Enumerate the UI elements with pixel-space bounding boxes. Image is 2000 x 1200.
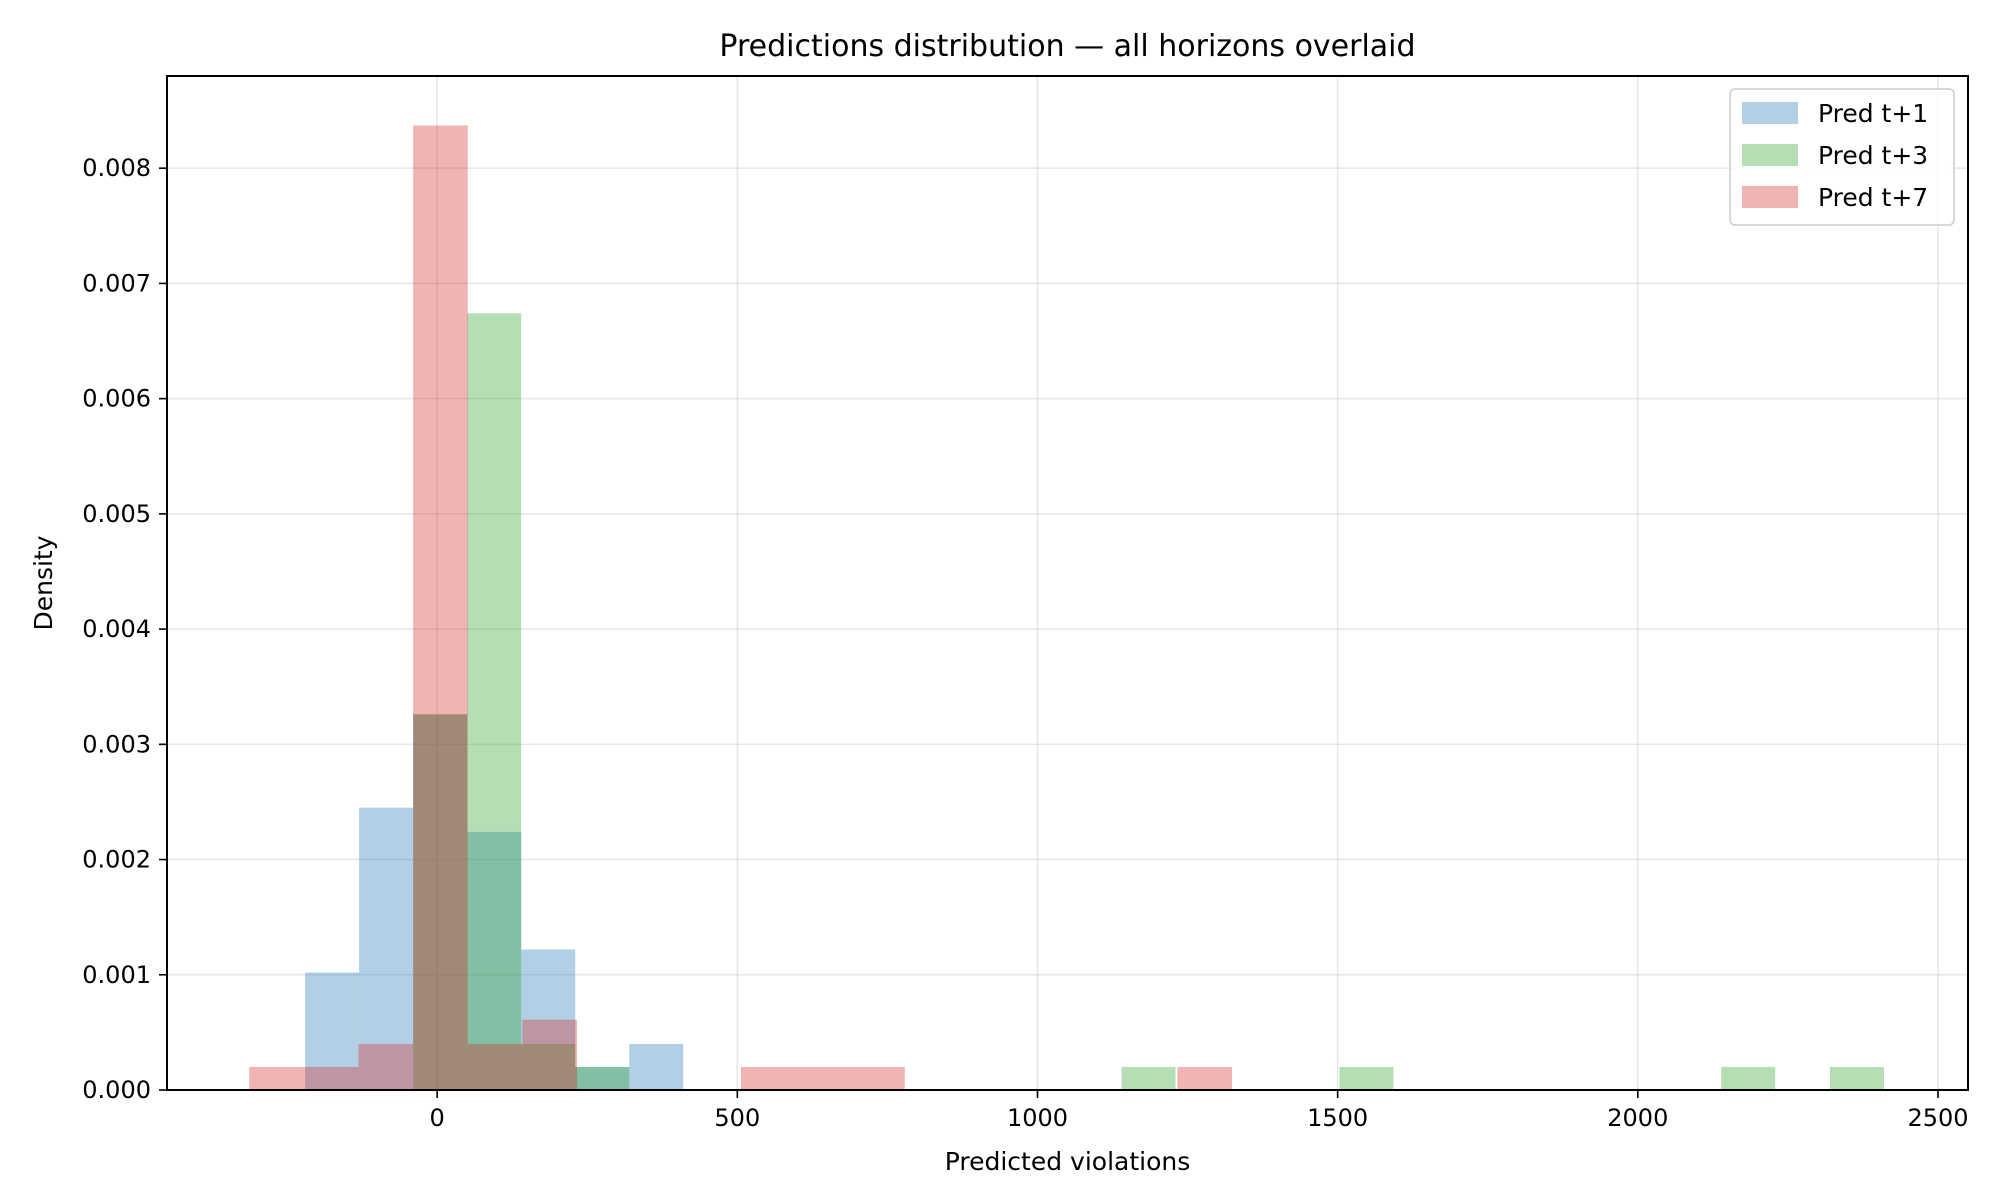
histogram-bar-pred-t-7 xyxy=(740,1066,796,1090)
y-tick-label: 0.003 xyxy=(82,730,151,758)
legend-label: Pred t+7 xyxy=(1818,183,1928,212)
histogram-bar-pred-t-7 xyxy=(249,1066,304,1090)
histogram-bar-pred-t-7 xyxy=(413,125,468,1090)
histogram-bar-pred-t-7 xyxy=(1177,1066,1232,1090)
y-axis-title: Density xyxy=(29,535,58,630)
legend-label: Pred t+3 xyxy=(1818,141,1928,170)
histogram-bar-pred-t-7 xyxy=(850,1066,905,1090)
histogram-bar-pred-t-3 xyxy=(1829,1066,1884,1090)
y-tick-label: 0.004 xyxy=(82,615,151,643)
histogram-bar-pred-t-7 xyxy=(467,1043,523,1090)
y-tick-label: 0.000 xyxy=(82,1076,151,1104)
legend: Pred t+1 Pred t+3 Pred t+7 xyxy=(1729,88,1955,226)
histogram-bar-pred-t-7 xyxy=(522,1019,578,1090)
histogram-bar-pred-t-1 xyxy=(413,714,468,1090)
grid-lines xyxy=(167,76,1968,1091)
chart-title: Predictions distribution — all horizons … xyxy=(719,29,1415,64)
histogram-bar-pred-t-3 xyxy=(1121,1066,1176,1090)
legend-box xyxy=(1729,88,1955,226)
legend-swatch xyxy=(1742,186,1798,208)
x-tick-label: 2000 xyxy=(1607,1104,1668,1132)
x-tick-label: 1500 xyxy=(1307,1104,1368,1132)
histogram-bar-pred-t-1 xyxy=(521,949,576,1090)
histogram-bar-pred-t-3 xyxy=(1339,1066,1394,1090)
x-tick-label: 2500 xyxy=(1907,1104,1968,1132)
y-tick-label: 0.001 xyxy=(82,961,151,989)
legend-swatch xyxy=(1742,144,1798,166)
histogram-bar-pred-t-7 xyxy=(303,1066,359,1090)
y-tick-label: 0.005 xyxy=(82,500,151,528)
histogram-bar-pred-t-7 xyxy=(358,1043,414,1090)
histogram-bar-pred-t-1 xyxy=(305,972,360,1090)
y-tick-label: 0.008 xyxy=(82,154,151,182)
histogram-bar-pred-t-1 xyxy=(575,1066,630,1090)
histogram-bar-pred-t-3 xyxy=(413,714,468,1090)
x-axis-title: Predicted violations xyxy=(945,1147,1191,1176)
histogram-bar-pred-t-3 xyxy=(1721,1066,1776,1090)
x-tick-label: 0 xyxy=(430,1104,445,1132)
legend-label: Pred t+1 xyxy=(1818,99,1928,128)
histogram-bar-pred-t-7 xyxy=(795,1066,851,1090)
y-tick-label: 0.006 xyxy=(82,385,151,413)
histogram-bar-pred-t-1 xyxy=(467,831,522,1090)
x-tick-label: 500 xyxy=(714,1104,760,1132)
legend-swatch xyxy=(1742,102,1798,124)
y-tick-label: 0.002 xyxy=(82,846,151,874)
histogram-bar-pred-t-3 xyxy=(467,313,522,1091)
y-tick-label: 0.007 xyxy=(82,269,151,297)
plot-frame xyxy=(166,75,1969,1091)
histogram-bar-pred-t-1 xyxy=(359,807,414,1090)
histogram-bar-pred-t-1 xyxy=(629,1043,684,1090)
axis-ticks: 0 500 1000 1500 2000 2500 0.000 0.001 0.002 0.003… xyxy=(82,154,1968,1132)
x-tick-label: 1000 xyxy=(1007,1104,1068,1132)
histogram-bar-pred-t-3 xyxy=(521,1043,576,1090)
histogram-bars xyxy=(249,125,1884,1091)
histogram-bar-pred-t-3 xyxy=(575,1066,630,1090)
